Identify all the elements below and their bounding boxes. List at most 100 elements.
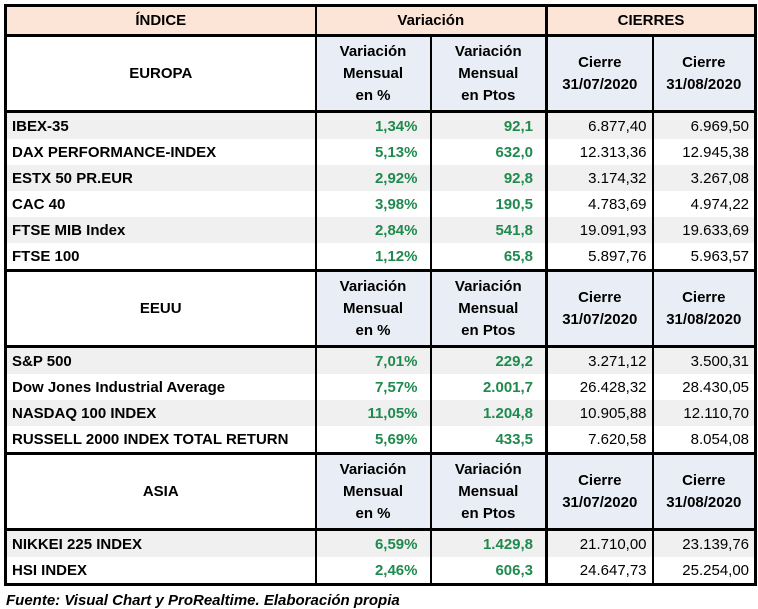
col-header-var-pct: Variación Mensual en %	[314, 269, 432, 348]
col-header-cierre-jul-line: Cierre	[578, 53, 622, 71]
header-indice: ÍNDICE	[4, 4, 317, 37]
col-header-var-ptos-line: en Ptos	[461, 86, 516, 104]
cell-var-ptos: 65,8	[429, 243, 548, 271]
cell-var-pct: 6,59%	[314, 529, 432, 557]
cell-var-ptos: 92,1	[429, 111, 548, 139]
cell-var-ptos: 92,8	[429, 165, 548, 191]
col-header-var-pct-line: Variación	[339, 42, 407, 60]
table-row: DAX PERFORMANCE-INDEX 5,13% 632,0 12.313,36…	[4, 139, 757, 165]
region-label-eeuu: EEUU	[4, 269, 317, 348]
col-header-cierre-jul-line: Cierre	[578, 288, 622, 306]
col-header-var-pct-line: Mensual	[342, 299, 403, 317]
cell-index-name: S&P 500	[4, 346, 317, 374]
cell-index-name: RUSSELL 2000 INDEX TOTAL RETURN	[4, 426, 317, 454]
cell-cierre-jul: 3.271,12	[545, 346, 654, 374]
source-note: Fuente: Visual Chart y ProRealtime. Elab…	[6, 592, 400, 609]
cell-cierre-jul: 7.620,58	[545, 426, 654, 454]
cell-cierre-jul: 19.091,93	[545, 217, 654, 243]
cell-var-ptos: 541,8	[429, 217, 548, 243]
col-header-var-ptos-line: Mensual	[458, 299, 519, 317]
cell-var-ptos: 1.204,8	[429, 400, 548, 426]
col-header-var-ptos-line: Mensual	[458, 64, 519, 82]
cell-var-pct: 1,12%	[314, 243, 432, 271]
col-header-var-ptos-line: Mensual	[458, 482, 519, 500]
table-row: Dow Jones Industrial Average 7,57% 2.001,7…	[4, 374, 757, 400]
col-header-var-pct-line: en %	[355, 504, 391, 522]
cell-var-pct: 7,57%	[314, 374, 432, 400]
col-header-cierre-jul: Cierre 31/07/2020	[545, 452, 654, 531]
col-header-var-pct-line: Mensual	[342, 64, 403, 82]
cell-index-name: NIKKEI 225 INDEX	[4, 529, 317, 557]
cell-cierre-aug: 3.500,31	[651, 346, 757, 374]
cell-var-pct: 11,05%	[314, 400, 432, 426]
region-label-europa: EUROPA	[4, 34, 317, 113]
col-header-cierre-aug-line: 31/08/2020	[666, 493, 742, 511]
cell-index-name: CAC 40	[4, 191, 317, 217]
cell-cierre-jul: 10.905,88	[545, 400, 654, 426]
cell-var-ptos: 632,0	[429, 139, 548, 165]
cell-var-ptos: 2.001,7	[429, 374, 548, 400]
cell-var-pct: 5,13%	[314, 139, 432, 165]
col-header-var-ptos-line: en Ptos	[461, 504, 516, 522]
cell-cierre-aug: 25.254,00	[651, 557, 757, 585]
cell-var-pct: 5,69%	[314, 426, 432, 454]
col-header-var-ptos: Variación Mensual en Ptos	[429, 269, 548, 348]
section-header-row-eeuu: EEUU Variación Mensual en % Variación Mensual…	[4, 269, 757, 348]
cell-cierre-aug: 28.430,05	[651, 374, 757, 400]
cell-var-ptos: 190,5	[429, 191, 548, 217]
cell-cierre-aug: 23.139,76	[651, 529, 757, 557]
cell-index-name: HSI INDEX	[4, 557, 317, 585]
cell-cierre-jul: 6.877,40	[545, 111, 654, 139]
cell-var-pct: 2,46%	[314, 557, 432, 585]
cell-cierre-jul: 5.897,76	[545, 243, 654, 271]
table-row: NIKKEI 225 INDEX 6,59% 1.429,8 21.710,00 23.…	[4, 529, 757, 557]
col-header-var-pct: Variación Mensual en %	[314, 34, 432, 113]
cell-cierre-jul: 24.647,73	[545, 557, 654, 585]
col-header-var-ptos-line: Variación	[454, 42, 522, 60]
cell-var-pct: 2,84%	[314, 217, 432, 243]
indices-table: ÍNDICE Variación CIERRES EUROPA Variación…	[4, 4, 758, 586]
table-row: HSI INDEX 2,46% 606,3 24.647,73 25.254,00	[4, 557, 757, 585]
cell-index-name: NASDAQ 100 INDEX	[4, 400, 317, 426]
cell-index-name: FTSE 100	[4, 243, 317, 271]
col-header-cierre-aug: Cierre 31/08/2020	[651, 34, 757, 113]
table-row: S&P 500 7,01% 229,2 3.271,12 3.500,31	[4, 346, 757, 374]
cell-cierre-jul: 3.174,32	[545, 165, 654, 191]
region-label-asia: ASIA	[4, 452, 317, 531]
col-header-cierre-aug-line: Cierre	[682, 471, 726, 489]
cell-cierre-aug: 12.945,38	[651, 139, 757, 165]
cell-index-name: DAX PERFORMANCE-INDEX	[4, 139, 317, 165]
col-header-cierre-aug: Cierre 31/08/2020	[651, 452, 757, 531]
cell-cierre-aug: 6.969,50	[651, 111, 757, 139]
main-header-row: ÍNDICE Variación CIERRES	[4, 4, 757, 37]
table-row: CAC 40 3,98% 190,5 4.783,69 4.974,22	[4, 191, 757, 217]
table-row: IBEX-35 1,34% 92,1 6.877,40 6.969,50	[4, 111, 757, 139]
col-header-var-ptos-line: Variación	[454, 277, 522, 295]
col-header-cierre-aug-line: Cierre	[682, 53, 726, 71]
col-header-var-pct-line: en %	[355, 86, 391, 104]
section-header-row-europa: EUROPA Variación Mensual en % Variación Mensu…	[4, 34, 757, 113]
cell-index-name: Dow Jones Industrial Average	[4, 374, 317, 400]
cell-cierre-jul: 12.313,36	[545, 139, 654, 165]
cell-index-name: IBEX-35	[4, 111, 317, 139]
section-header-row-asia: ASIA Variación Mensual en % Variación Mensual…	[4, 452, 757, 531]
cell-index-name: ESTX 50 PR.EUR	[4, 165, 317, 191]
col-header-cierre-jul-line: Cierre	[578, 471, 622, 489]
table-body: ÍNDICE Variación CIERRES EUROPA Variación…	[4, 4, 757, 585]
cell-cierre-aug: 8.054,08	[651, 426, 757, 454]
table-row: NASDAQ 100 INDEX 11,05% 1.204,8 10.905,88 12…	[4, 400, 757, 426]
cell-var-ptos: 433,5	[429, 426, 548, 454]
col-header-var-ptos: Variación Mensual en Ptos	[429, 34, 548, 113]
cell-cierre-aug: 19.633,69	[651, 217, 757, 243]
cell-cierre-aug: 5.963,57	[651, 243, 757, 271]
col-header-cierre-aug-line: 31/08/2020	[666, 75, 742, 93]
col-header-cierre-aug-line: Cierre	[682, 288, 726, 306]
cell-var-pct: 1,34%	[314, 111, 432, 139]
cell-cierre-jul: 21.710,00	[545, 529, 654, 557]
cell-var-pct: 2,92%	[314, 165, 432, 191]
col-header-var-ptos-line: Variación	[454, 460, 522, 478]
col-header-cierre-jul-line: 31/07/2020	[562, 493, 638, 511]
col-header-var-pct-line: Mensual	[342, 482, 403, 500]
table-row: ESTX 50 PR.EUR 2,92% 92,8 3.174,32 3.267,08	[4, 165, 757, 191]
